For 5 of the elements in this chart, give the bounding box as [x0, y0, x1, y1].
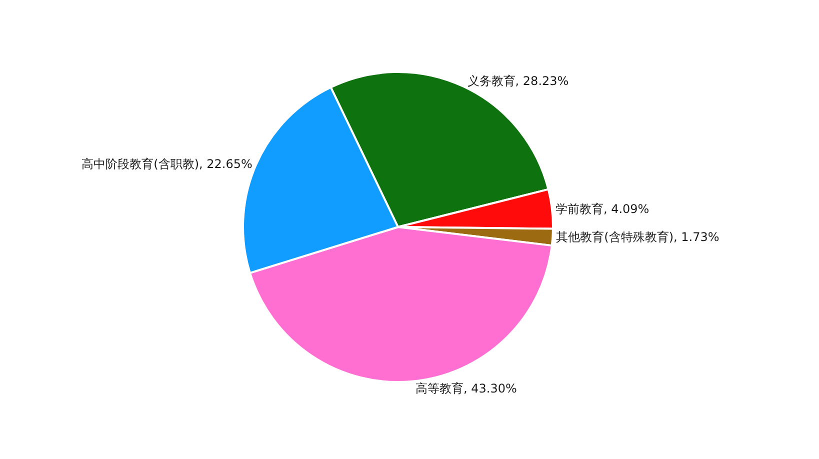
slice-label: 义务教育, 28.23% [467, 74, 569, 88]
slice-label: 其他教育(含特殊教育), 1.73% [556, 230, 720, 244]
slice-label: 高中阶段教育(含职教), 22.65% [82, 157, 252, 172]
slice-label: 高等教育, 43.30% [415, 381, 517, 396]
slice-label: 学前教育, 4.09% [555, 202, 650, 216]
